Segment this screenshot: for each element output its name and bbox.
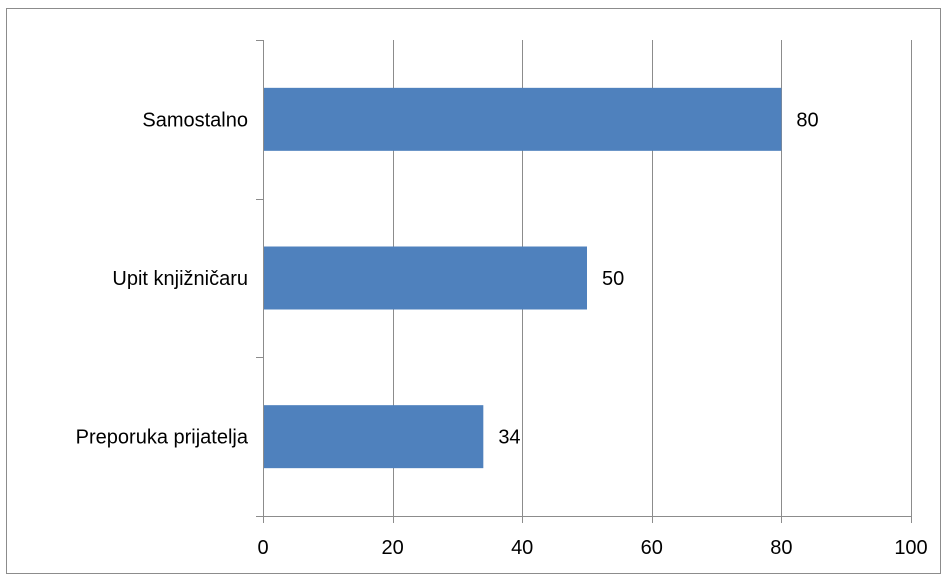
data-label: 34	[498, 427, 520, 449]
category-label: Upit knjižničaru	[112, 268, 248, 290]
bar	[264, 87, 782, 151]
category-labels: Samostalno Upit knjižničaru Preporuka prij…	[76, 109, 249, 448]
data-labels: 80 50 34	[498, 109, 818, 448]
x-tick-label: 60	[641, 537, 663, 559]
bar	[264, 405, 484, 469]
x-tick-label: 80	[770, 537, 792, 559]
x-tick-label: 0	[257, 537, 268, 559]
x-tick-labels: 0 20 40 60 80 100	[257, 537, 927, 559]
bars	[264, 87, 782, 469]
x-tick-label: 40	[511, 537, 533, 559]
data-label: 80	[796, 109, 818, 131]
x-tick-label: 20	[381, 537, 403, 559]
bar	[264, 246, 587, 310]
category-label: Preporuka prijatelja	[76, 427, 249, 449]
data-label: 50	[602, 268, 624, 290]
category-label: Samostalno	[142, 109, 248, 131]
x-tick-label: 100	[894, 537, 927, 559]
axes	[256, 40, 912, 523]
